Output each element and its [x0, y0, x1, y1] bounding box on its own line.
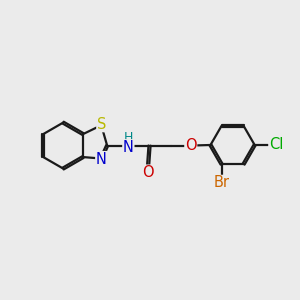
Text: N: N: [123, 140, 134, 155]
Text: Cl: Cl: [269, 137, 283, 152]
Text: S: S: [97, 117, 106, 132]
Text: H: H: [124, 131, 134, 144]
Text: O: O: [185, 138, 196, 153]
Text: Br: Br: [214, 176, 230, 190]
Text: O: O: [142, 165, 154, 180]
Text: N: N: [96, 152, 107, 166]
